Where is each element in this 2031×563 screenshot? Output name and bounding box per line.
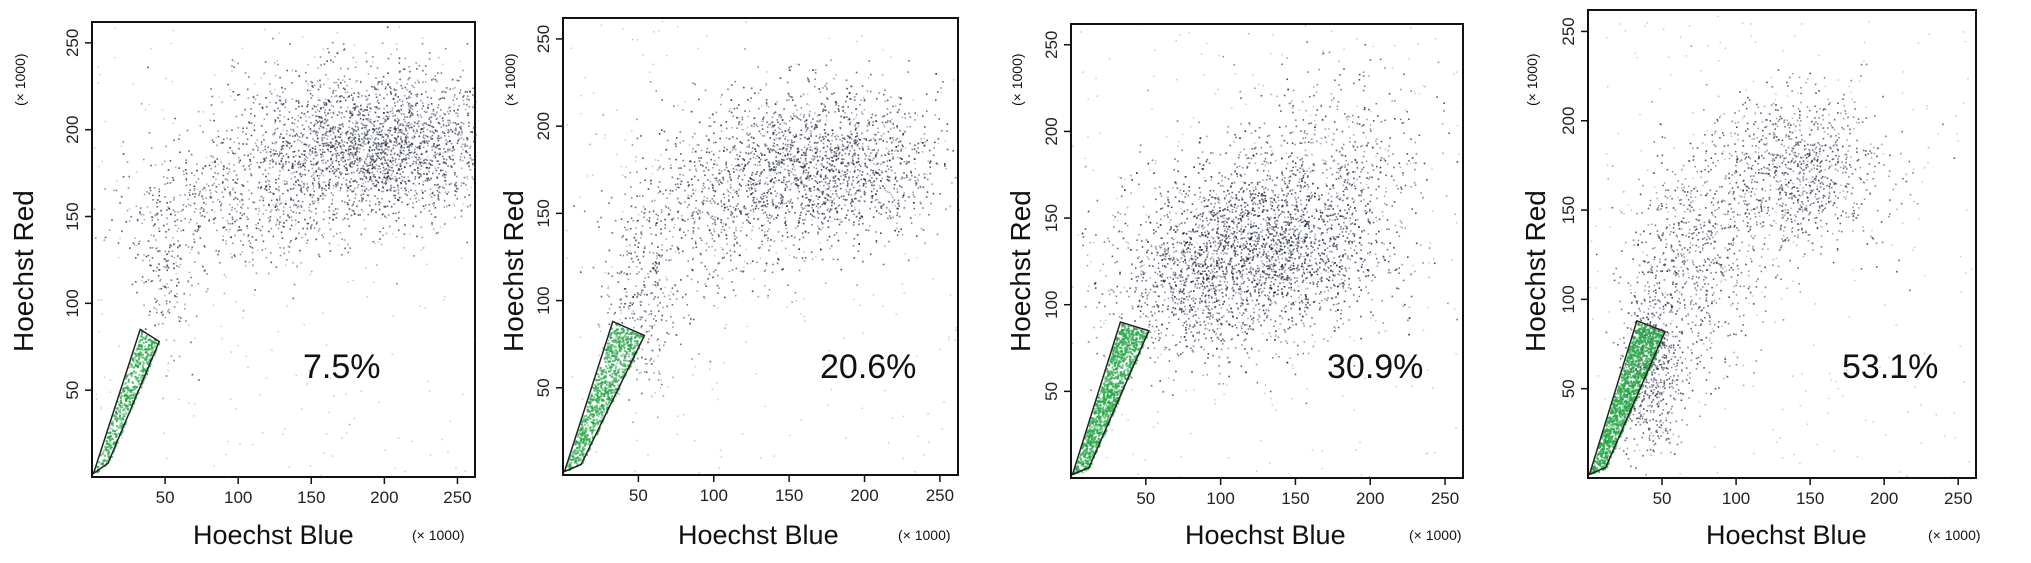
x-tick-label: 250 bbox=[443, 488, 471, 507]
x-tick-label: 200 bbox=[850, 486, 878, 505]
scatter-plot-4: 50 100 150 200 250 50 100 150 200 250 bbox=[1559, 9, 1977, 508]
gate-percent-2: 20.6% bbox=[820, 348, 917, 386]
x-tick-label: 100 bbox=[1722, 489, 1750, 508]
y-axis-label-1: Hoechst Red bbox=[8, 190, 39, 352]
y-axis-label-2: Hoechst Red bbox=[498, 190, 529, 352]
x-tick-label: 250 bbox=[1944, 489, 1972, 508]
scatter-points bbox=[92, 26, 477, 478]
y-tick-label: 250 bbox=[1559, 17, 1578, 45]
x-axis-label-2: Hoechst Blue bbox=[678, 520, 839, 550]
x-axis-label-3: Hoechst Blue bbox=[1185, 520, 1346, 550]
y-tick-label: 250 bbox=[534, 25, 553, 53]
y-tick-label: 200 bbox=[63, 115, 82, 143]
y-tick-label: 50 bbox=[534, 378, 553, 397]
x-tick-label: 150 bbox=[1796, 489, 1824, 508]
scatter-plot-3: 50 100 150 200 250 50 100 150 200 250 bbox=[1042, 23, 1465, 508]
x-axis-multiplier-4: (× 1000) bbox=[1928, 527, 1981, 543]
gate-outline bbox=[563, 320, 646, 473]
x-axis-multiplier-3: (× 1000) bbox=[1409, 527, 1462, 543]
y-tick-label: 150 bbox=[1559, 196, 1578, 224]
gate-outline bbox=[1071, 321, 1150, 476]
plot-panel-3: 50 100 150 200 250 50 100 150 200 250 Hoechst Red… bbox=[997, 0, 1497, 563]
y-axis-multiplier-1: (× 1000) bbox=[12, 53, 28, 106]
y-tick-label: 200 bbox=[1042, 117, 1061, 145]
y-tick-label: 200 bbox=[534, 112, 553, 140]
x-tick-label: 50 bbox=[1136, 489, 1155, 508]
plot-panel-1: 50 100 150 200 250 50 100 150 200 250 Hoechst Red… bbox=[0, 0, 500, 563]
scatter-plot-2: 50 100 150 200 250 50 100 150 200 250 bbox=[534, 17, 960, 505]
scatter-plot-1: 50 100 150 200 250 50 100 150 200 250 bbox=[63, 21, 477, 507]
x-axis-multiplier-1: (× 1000) bbox=[412, 527, 465, 543]
x-tick-label: 150 bbox=[297, 488, 325, 507]
y-tick-label: 100 bbox=[534, 286, 553, 314]
plot-frame bbox=[1070, 23, 1464, 479]
y-tick-label: 150 bbox=[1042, 204, 1061, 232]
y-axis-multiplier-4: (× 1000) bbox=[1524, 53, 1540, 106]
x-tick-label: 100 bbox=[1206, 489, 1234, 508]
y-axis-multiplier-2: (× 1000) bbox=[502, 53, 518, 106]
scatter-points bbox=[1071, 24, 1465, 479]
y-axis-label-4: Hoechst Red bbox=[1520, 190, 1551, 352]
x-tick-label: 150 bbox=[1281, 489, 1309, 508]
x-tick-label: 50 bbox=[156, 488, 175, 507]
x-tick-label: 100 bbox=[700, 486, 728, 505]
x-tick-label: 150 bbox=[775, 486, 803, 505]
x-tick-label: 100 bbox=[224, 488, 252, 507]
plot-panel-4: 50 100 150 200 250 50 100 150 200 250 Hoechst Red… bbox=[1510, 0, 2010, 563]
gate-outline bbox=[1588, 319, 1667, 476]
x-tick-label: 50 bbox=[629, 486, 648, 505]
y-tick-label: 50 bbox=[63, 381, 82, 400]
scatter-points bbox=[566, 20, 960, 477]
y-tick-label: 200 bbox=[1559, 107, 1578, 135]
plot-frame bbox=[1587, 9, 1977, 479]
y-tick-label: 100 bbox=[1042, 291, 1061, 319]
plot-frame bbox=[91, 21, 476, 478]
x-tick-label: 250 bbox=[1431, 489, 1459, 508]
gated-points bbox=[566, 322, 645, 471]
y-tick-label: 250 bbox=[1042, 31, 1061, 59]
gate-outline bbox=[92, 328, 161, 476]
y-tick-label: 100 bbox=[1559, 285, 1578, 313]
plot-frame bbox=[562, 17, 959, 476]
x-tick-label: 50 bbox=[1653, 489, 1672, 508]
x-tick-label: 200 bbox=[1870, 489, 1898, 508]
x-tick-label: 250 bbox=[926, 486, 954, 505]
gate-percent-3: 30.9% bbox=[1327, 348, 1424, 386]
gated-points bbox=[1073, 323, 1149, 476]
x-axis-label-4: Hoechst Blue bbox=[1706, 520, 1867, 550]
x-tick-label: 200 bbox=[370, 488, 398, 507]
y-tick-label: 100 bbox=[63, 289, 82, 317]
y-tick-label: 150 bbox=[63, 202, 82, 230]
y-axis-multiplier-3: (× 1000) bbox=[1009, 53, 1025, 106]
y-tick-label: 250 bbox=[63, 29, 82, 57]
gate-percent-4: 53.1% bbox=[1842, 348, 1939, 386]
y-axis-label-3: Hoechst Red bbox=[1005, 190, 1036, 352]
x-axis-multiplier-2: (× 1000) bbox=[898, 527, 951, 543]
x-tick-label: 200 bbox=[1356, 489, 1384, 508]
x-axis-label-1: Hoechst Blue bbox=[193, 520, 354, 550]
y-tick-label: 50 bbox=[1559, 379, 1578, 398]
plot-panel-2: 50 100 150 200 250 50 100 150 200 250 Hoechst Red… bbox=[490, 0, 990, 563]
y-tick-label: 150 bbox=[534, 199, 553, 227]
gate-percent-1: 7.5% bbox=[303, 348, 381, 386]
y-tick-label: 50 bbox=[1042, 382, 1061, 401]
